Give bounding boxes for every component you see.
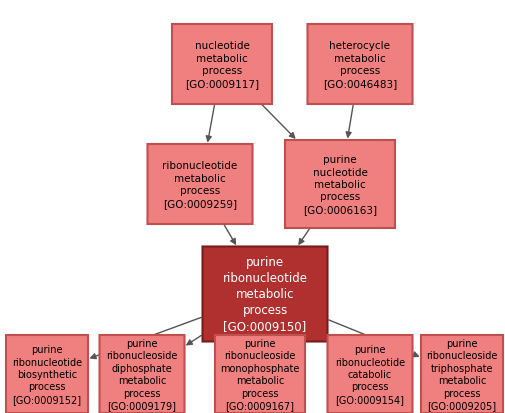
FancyBboxPatch shape bbox=[203, 247, 328, 342]
FancyBboxPatch shape bbox=[6, 335, 88, 413]
Text: purine
ribonucleotide
catabolic
process
[GO:0009154]: purine ribonucleotide catabolic process … bbox=[335, 344, 405, 404]
Text: purine
nucleotide
metabolic
process
[GO:0006163]: purine nucleotide metabolic process [GO:… bbox=[303, 155, 377, 214]
FancyBboxPatch shape bbox=[308, 25, 413, 105]
Text: purine
ribonucleoside
triphosphate
metabolic
process
[GO:0009205]: purine ribonucleoside triphosphate metab… bbox=[426, 338, 498, 410]
FancyBboxPatch shape bbox=[172, 25, 272, 105]
Text: purine
ribonucleoside
monophosphate
metabolic
process
[GO:0009167]: purine ribonucleoside monophosphate meta… bbox=[220, 338, 299, 410]
Text: purine
ribonucleotide
biosynthetic
process
[GO:0009152]: purine ribonucleotide biosynthetic proce… bbox=[12, 344, 82, 404]
Text: nucleotide
metabolic
process
[GO:0009117]: nucleotide metabolic process [GO:0009117… bbox=[185, 41, 259, 88]
FancyBboxPatch shape bbox=[421, 335, 503, 413]
FancyBboxPatch shape bbox=[147, 145, 252, 224]
FancyBboxPatch shape bbox=[215, 335, 305, 413]
Text: purine
ribonucleotide
metabolic
process
[GO:0009150]: purine ribonucleotide metabolic process … bbox=[223, 256, 308, 333]
Text: ribonucleotide
metabolic
process
[GO:0009259]: ribonucleotide metabolic process [GO:000… bbox=[163, 161, 238, 208]
FancyBboxPatch shape bbox=[285, 141, 395, 228]
FancyBboxPatch shape bbox=[328, 335, 413, 413]
Text: heterocycle
metabolic
process
[GO:0046483]: heterocycle metabolic process [GO:004648… bbox=[323, 41, 397, 88]
Text: purine
ribonucleoside
diphosphate
metabolic
process
[GO:0009179]: purine ribonucleoside diphosphate metabo… bbox=[107, 338, 178, 410]
FancyBboxPatch shape bbox=[99, 335, 184, 413]
